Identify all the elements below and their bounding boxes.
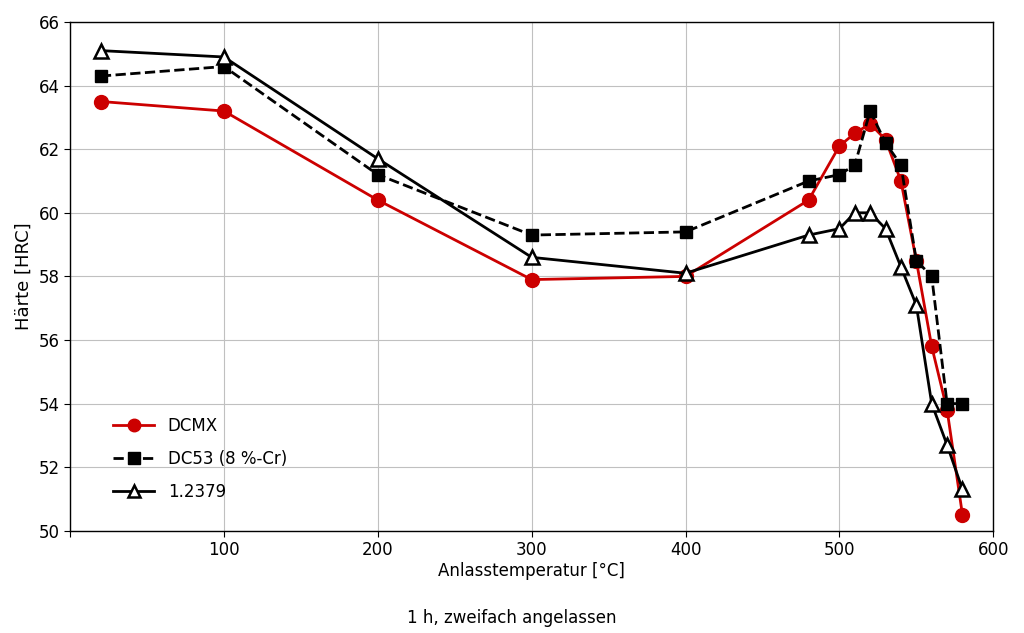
Text: 1 h, zweifach angelassen: 1 h, zweifach angelassen: [408, 609, 616, 627]
X-axis label: Anlasstemperatur [°C]: Anlasstemperatur [°C]: [438, 562, 625, 580]
Y-axis label: Härte [HRC]: Härte [HRC]: [15, 223, 33, 330]
Legend: DCMX, DC53 (8 %-Cr), 1.2379: DCMX, DC53 (8 %-Cr), 1.2379: [106, 410, 294, 507]
